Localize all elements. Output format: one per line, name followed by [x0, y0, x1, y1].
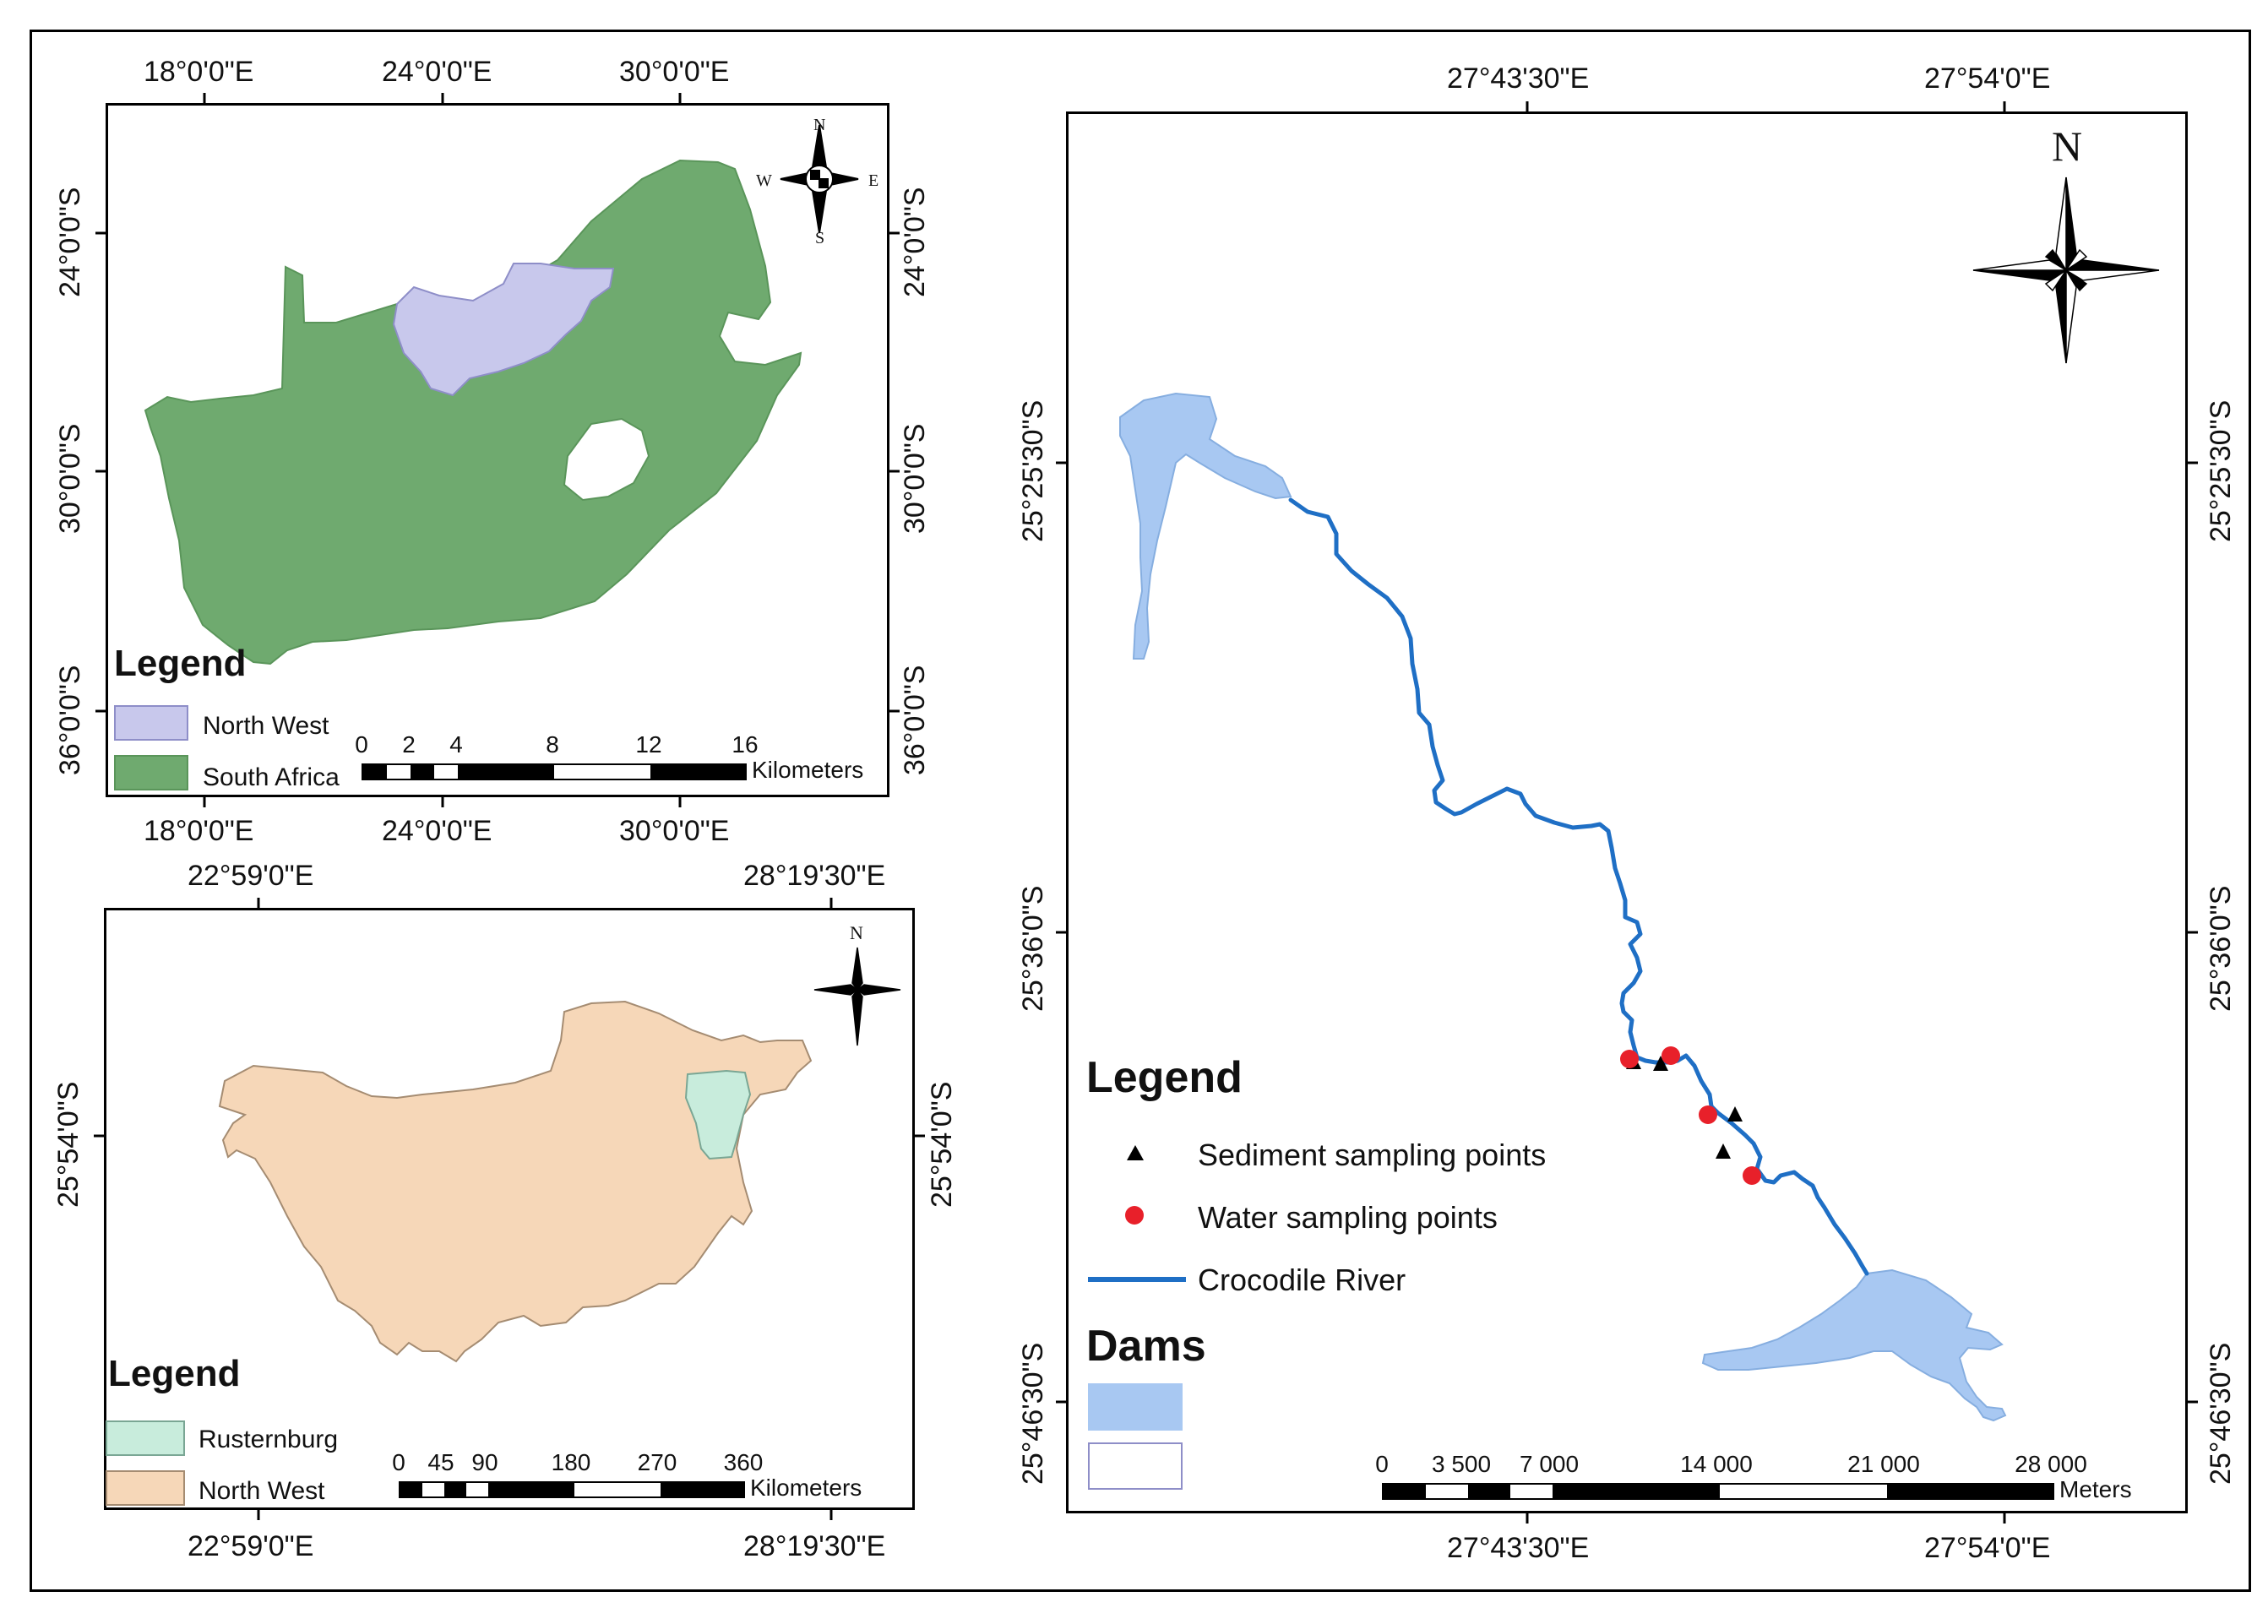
nw-legend-label-rustenburg: Rusternburg — [199, 1426, 339, 1453]
rustenburg-shape — [684, 1069, 752, 1160]
river-legend-label-river: Crocodile River — [1198, 1263, 1406, 1297]
sa-legend-label-south-africa: South Africa — [203, 763, 340, 791]
river-legend-swatch-dam-filled — [1088, 1383, 1183, 1431]
lower-dam-shape — [1701, 1268, 2007, 1422]
sa-scale-tick-0: 0 — [355, 731, 368, 758]
sa-legend-swatch-north-west — [114, 705, 188, 741]
nw-scale-tick-90: 90 — [471, 1449, 498, 1475]
sa-scale-tick-12: 12 — [635, 731, 662, 758]
nw-scale-tick-360: 360 — [723, 1449, 764, 1475]
nw-legend-label-north-west: North West — [199, 1477, 325, 1505]
sediment-sampling-point-4 — [1716, 1143, 1731, 1159]
north-west-map-frame — [104, 908, 915, 1510]
water-sampling-point-2 — [1662, 1046, 1680, 1065]
upper-dam-shape — [1119, 392, 1292, 660]
water-sampling-point-3 — [1699, 1105, 1717, 1124]
sa-scale-tick-16: 16 — [732, 731, 759, 758]
sa-scale-unit: Kilometers — [752, 757, 864, 783]
sa-bottom-label-1: 18°0'0"E — [144, 815, 254, 847]
river-scale-tick-0: 0 — [1375, 1451, 1389, 1477]
nw-top-label-1: 22°59'0"E — [188, 860, 314, 892]
sa-top-label-3: 30°0'0"E — [619, 56, 730, 88]
sa-compass-s: S — [815, 229, 825, 247]
sa-legend-swatch-south-africa — [114, 755, 188, 790]
sa-top-label-1: 18°0'0"E — [144, 56, 254, 88]
river-scale-tick-7000: 7 000 — [1519, 1451, 1580, 1477]
river-compass-n: N — [2052, 122, 2083, 170]
sa-legend-title: Legend — [114, 643, 247, 684]
sa-compass-icon — [780, 124, 859, 234]
river-map-frame — [1066, 111, 2188, 1513]
river-scale-unit: Meters — [2059, 1476, 2132, 1502]
river-bottom-label-1: 27°43'30"E — [1447, 1532, 1590, 1564]
river-scale-tick-3500: 3 500 — [1431, 1451, 1492, 1477]
sediment-sampling-point-2 — [1653, 1056, 1668, 1071]
nw-top-label-2: 28°19'30"E — [743, 860, 886, 892]
river-top-label-2: 27°54'0"E — [1924, 62, 2051, 95]
south-africa-shape — [144, 159, 802, 665]
legend-river-line-icon — [1088, 1277, 1186, 1282]
sa-compass-e: E — [868, 171, 879, 190]
river-legend-title: Legend — [1086, 1053, 1243, 1102]
sa-legend-label-north-west: North West — [203, 712, 329, 740]
nw-scale-unit: Kilometers — [750, 1475, 862, 1501]
south-africa-map-frame — [106, 103, 889, 797]
river-legend-dams-title: Dams — [1086, 1322, 1206, 1371]
sa-bottom-label-2: 24°0'0"E — [382, 815, 492, 847]
river-top-label-1: 27°43'30"E — [1447, 62, 1590, 95]
nw-compass-icon — [813, 947, 901, 1046]
water-sampling-point-4 — [1743, 1166, 1761, 1185]
nw-compass-n: N — [850, 922, 863, 943]
sa-compass-w: W — [756, 171, 772, 190]
river-compass-icon — [1972, 177, 2160, 364]
river-bottom-label-2: 27°54'0"E — [1924, 1532, 2051, 1564]
north-west-province-shape — [218, 1000, 813, 1363]
sediment-sampling-point-3 — [1727, 1106, 1743, 1122]
north-west-province-highlight — [392, 263, 615, 397]
nw-scale-bar — [399, 1481, 745, 1498]
sa-scale-tick-2: 2 — [402, 731, 416, 758]
river-scale-tick-14000: 14 000 — [1680, 1451, 1753, 1477]
nw-bottom-label-1: 22°59'0"E — [188, 1530, 314, 1562]
lesotho-hole — [563, 417, 650, 502]
nw-legend-swatch-rustenburg — [106, 1420, 185, 1456]
nw-scale-tick-180: 180 — [551, 1449, 591, 1475]
river-legend-swatch-dam-outline — [1088, 1442, 1183, 1490]
river-legend-label-water: Water sampling points — [1198, 1200, 1498, 1235]
sa-compass-n: N — [813, 116, 826, 134]
nw-legend-swatch-north-west — [106, 1470, 185, 1506]
river-legend-label-sediment: Sediment sampling points — [1198, 1138, 1547, 1172]
nw-scale-tick-270: 270 — [637, 1449, 677, 1475]
legend-triangle-icon — [1127, 1145, 1144, 1160]
river-scale-tick-21000: 21 000 — [1847, 1451, 1920, 1477]
sa-top-label-2: 24°0'0"E — [382, 56, 492, 88]
sa-scale-bar — [362, 763, 747, 780]
sa-scale-tick-4: 4 — [449, 731, 463, 758]
legend-circle-icon — [1125, 1206, 1144, 1225]
figure-border — [30, 30, 2251, 1592]
sa-scale-tick-8: 8 — [546, 731, 559, 758]
river-scale-bar — [1382, 1483, 2054, 1500]
water-sampling-point-1 — [1620, 1050, 1639, 1068]
sa-bottom-label-3: 30°0'0"E — [619, 815, 730, 847]
nw-scale-tick-0: 0 — [392, 1449, 405, 1475]
nw-scale-tick-45: 45 — [427, 1449, 454, 1475]
nw-legend-title: Legend — [108, 1353, 241, 1394]
nw-bottom-label-2: 28°19'30"E — [743, 1530, 886, 1562]
river-scale-tick-28000: 28 000 — [2015, 1451, 2087, 1477]
